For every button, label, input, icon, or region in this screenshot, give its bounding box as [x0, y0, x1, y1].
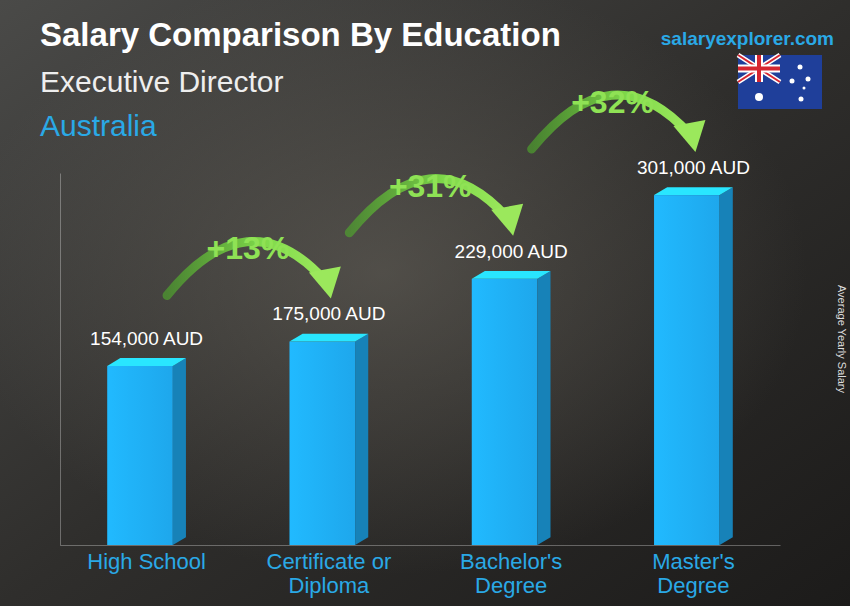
title: Salary Comparison By Education — [40, 16, 561, 53]
background-glow — [0, 0, 850, 606]
growth-arrow-head — [491, 204, 523, 236]
growth-label: +32% — [571, 84, 654, 120]
bar-side — [720, 187, 733, 545]
x-tick-label: Certificate orDiploma — [267, 549, 392, 598]
x-tick: Certificate orDiploma — [267, 545, 392, 598]
subtitle: Executive Director — [40, 65, 283, 98]
bar-group — [654, 187, 733, 545]
flag-field — [738, 55, 822, 109]
growth-arrow-head — [309, 266, 341, 298]
bar-top — [289, 334, 368, 342]
y-axis — [60, 174, 61, 546]
bar-top — [654, 187, 733, 195]
bar — [472, 279, 538, 545]
annotations: +13% +31% +32% — [167, 84, 705, 298]
x-axis: High School Certificate orDiploma Bachelor… — [61, 545, 781, 598]
x-tick-label: High School — [87, 549, 206, 574]
x-tick: Master'sDegree — [652, 545, 734, 598]
flag-saltire — [738, 55, 780, 82]
subtitle: Australia — [40, 109, 157, 142]
flag-star — [755, 93, 763, 101]
background — [0, 0, 850, 606]
flag-cross — [738, 55, 780, 82]
bar — [107, 366, 173, 545]
bar-group — [472, 271, 551, 545]
bar-top — [107, 358, 186, 366]
growth-arrow-head — [673, 120, 705, 152]
data-labels: 154,000 AUD 175,000 AUD 229,000 AUD 301,000… — [90, 157, 750, 349]
data-label: 229,000 AUD — [455, 241, 568, 262]
chart: High School Certificate orDiploma Bachelor… — [0, 0, 850, 606]
source: salaryexplorer.com — [661, 28, 834, 49]
x-tick-label: Master'sDegree — [652, 549, 734, 598]
flag-union — [738, 55, 780, 82]
flag-star — [803, 87, 806, 90]
flag — [738, 55, 822, 109]
bars — [107, 187, 733, 545]
y-axis-line — [60, 174, 61, 546]
flag-cross-red — [738, 55, 780, 82]
x-axis-line — [61, 545, 781, 546]
bar — [654, 195, 720, 545]
flag-saltire-red — [738, 55, 780, 82]
bar-side — [537, 271, 550, 545]
bar-group — [107, 358, 186, 545]
bar — [289, 342, 355, 545]
flag-star — [799, 97, 804, 102]
bar-group — [289, 334, 368, 545]
growth-label: +13% — [207, 230, 290, 266]
x-tick-label: Bachelor'sDegree — [460, 549, 562, 598]
flag-star — [806, 77, 811, 82]
data-label: 175,000 AUD — [272, 303, 385, 324]
y-axis-title: Average Yearly Salary — [836, 285, 848, 394]
x-tick: Bachelor'sDegree — [460, 545, 562, 598]
x-tick: High School — [87, 545, 206, 574]
bar-side — [355, 334, 368, 545]
flag-star — [798, 65, 803, 70]
bar-side — [173, 358, 186, 545]
flag-star — [790, 79, 795, 84]
data-label: 154,000 AUD — [90, 328, 203, 349]
growth-label: +31% — [389, 168, 472, 204]
data-label: 301,000 AUD — [637, 157, 750, 178]
bar-top — [472, 271, 551, 279]
